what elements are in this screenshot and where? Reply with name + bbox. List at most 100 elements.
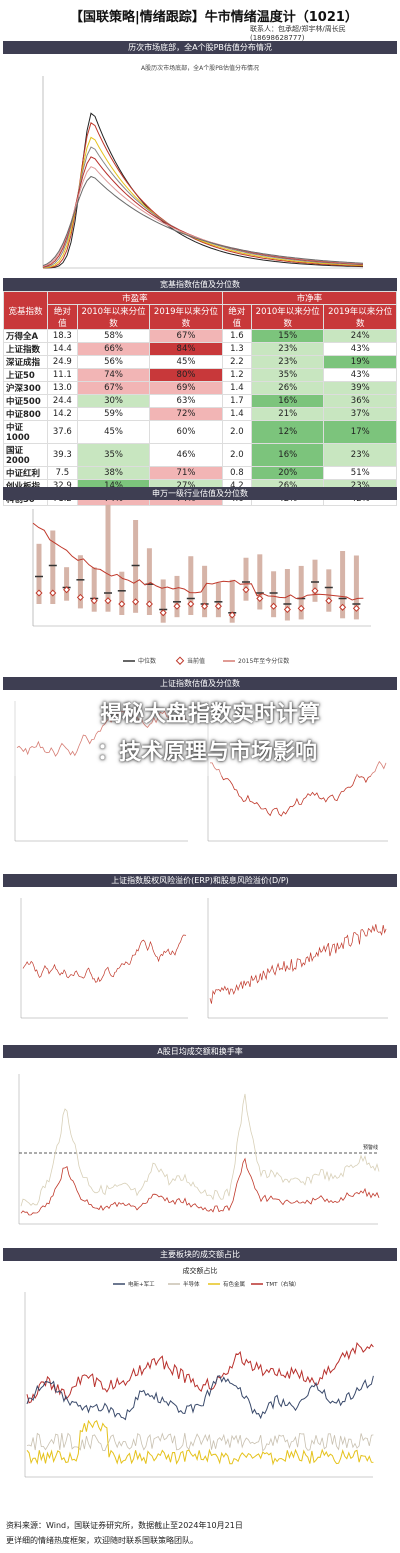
cell-pe: 14.4	[46, 342, 78, 356]
legend-median: 中位数	[138, 657, 156, 665]
table-row: 上证50 11.1 74% 80% 1.2 35% 43%	[3, 368, 397, 382]
cell-pe: 18.3	[46, 329, 78, 343]
cell-pb: 1.4	[221, 407, 253, 421]
cell-pe19: 60%	[149, 420, 223, 444]
industry-valuation-chart: 中位数 当前值 2015年至今分位数	[32, 504, 371, 665]
sub-2010-pe: 2010年以来分位数	[76, 304, 151, 330]
cell-pb: 0.8	[221, 466, 253, 480]
industry-range-bar	[119, 571, 125, 615]
industry-current-mark	[49, 589, 57, 597]
pb-chart-inner-title: A股历次市场底部，全A个股PB估值分布情况	[141, 64, 259, 72]
cell-name: 深证成指	[3, 355, 48, 369]
pb-curves	[42, 112, 364, 269]
sector-metals-line	[26, 1419, 374, 1466]
cell-pb19: 43%	[323, 342, 397, 356]
industry-current-mark	[242, 586, 250, 594]
industry-range-bar	[91, 567, 97, 612]
industry-range-bar	[312, 559, 318, 602]
section-title-sse-valuation: 上证指数估值及分位数	[3, 677, 397, 690]
cell-pb: 1.3	[221, 342, 253, 356]
cell-pe10: 38%	[76, 466, 151, 480]
industry-range-bar	[340, 551, 346, 619]
cell-name: 中证500	[3, 394, 48, 408]
cell-pe10: 58%	[76, 329, 151, 343]
industry-range-bar	[174, 575, 180, 618]
pb-curve	[42, 136, 364, 269]
table-row: 深证成指 24.9 56% 45% 2.2 23% 19%	[3, 355, 397, 369]
cell-pb19: 51%	[323, 466, 397, 480]
industry-current-mark	[118, 600, 126, 608]
warning-line-label: 预警线	[363, 1144, 378, 1151]
cell-pb: 2.0	[221, 443, 253, 467]
cell-pe10: 45%	[76, 420, 151, 444]
cell-pe: 24.9	[46, 355, 78, 369]
industry-current-mark	[35, 589, 43, 597]
cell-pe19: 71%	[149, 466, 223, 480]
legend-semis: 半导体	[183, 1280, 200, 1288]
legend-current: 当前值	[187, 657, 205, 665]
industry-current-mark	[270, 602, 278, 610]
index-valuation-table: 宽基指数 市盈率 市净率 绝对值 2010年以来分位数 2019年以来分位数 绝…	[3, 291, 398, 506]
industry-range-bar	[353, 555, 359, 620]
industry-range-bar	[298, 565, 304, 620]
cell-pb19: 39%	[323, 381, 397, 395]
cell-name: 中证红利	[3, 466, 48, 480]
cell-pe19: 72%	[149, 407, 223, 421]
cell-pb19: 24%	[323, 329, 397, 343]
cell-pb: 2.0	[221, 420, 253, 444]
industry-current-mark	[325, 597, 333, 605]
industry-current-mark	[339, 603, 347, 611]
industry-range-bar	[146, 548, 152, 615]
erp-charts	[20, 898, 388, 1019]
cell-pe: 37.6	[46, 420, 78, 444]
overlay-headline-1: 揭秘大盘指数实时计算	[99, 702, 320, 727]
legend-metals: 有色金属	[223, 1280, 245, 1288]
cell-name: 万得全A	[3, 329, 48, 343]
cell-pe19: 84%	[149, 342, 223, 356]
industry-current-mark	[90, 597, 98, 605]
industry-current-mark	[145, 600, 153, 608]
cell-pe19: 67%	[149, 329, 223, 343]
cell-pe19: 45%	[149, 355, 223, 369]
industry-range-bar	[105, 504, 111, 612]
cell-pe19: 80%	[149, 368, 223, 382]
pb-curve	[42, 166, 364, 267]
industry-current-mark	[352, 604, 360, 612]
sub-2019-pb: 2019年以来分位数	[323, 304, 397, 330]
industry-current-mark	[132, 598, 140, 606]
report-header	[3, 3, 397, 37]
section-title-erp: 上证指数股权风险溢价(ERP)和股息风险溢价(D/P)	[3, 874, 397, 887]
dp-line	[209, 924, 387, 1004]
industry-range-bar	[229, 579, 235, 623]
cell-pb19: 36%	[323, 394, 397, 408]
cell-pe: 7.5	[46, 466, 78, 480]
industry-current-mark	[201, 602, 209, 610]
industry-range-bar	[160, 579, 166, 623]
industry-range-bar	[36, 543, 42, 604]
report-author: 联系人：包承超/郑宇林/周长民(18698628777)	[250, 25, 346, 42]
cell-pe: 39.3	[46, 443, 78, 467]
industry-current-mark	[187, 600, 195, 608]
footer-note: 更详细的情绪热度框架，欢迎随时联系国联策略团队。	[6, 1536, 198, 1545]
cell-pb19: 43%	[323, 368, 397, 382]
cell-pb10: 16%	[251, 394, 325, 408]
cell-pe19: 63%	[149, 394, 223, 408]
industry-range-bar	[50, 530, 56, 604]
cell-pb19: 17%	[323, 420, 397, 444]
pb-curve	[42, 121, 364, 269]
table-row: 中证800 14.2 59% 72% 1.4 21% 37%	[3, 407, 397, 421]
industry-range-bar	[215, 582, 221, 618]
sse-valuation-charts	[14, 701, 388, 842]
sub-abs-pe: 绝对值	[46, 304, 78, 330]
cell-pb10: 15%	[251, 329, 325, 343]
turnover-chart: 预警线	[18, 1074, 380, 1225]
industry-range-bar	[243, 557, 249, 601]
col-pb-header: 市净率	[221, 291, 398, 305]
industry-current-mark	[297, 604, 305, 612]
legend-ev-military: 电新+军工	[128, 1280, 155, 1288]
cell-pe: 13.0	[46, 381, 78, 395]
industry-range-bar	[64, 567, 70, 601]
turnover-amount-line	[20, 1093, 380, 1207]
pb-curve	[42, 112, 364, 269]
legend-tmt: TMT（右轴）	[265, 1280, 299, 1288]
